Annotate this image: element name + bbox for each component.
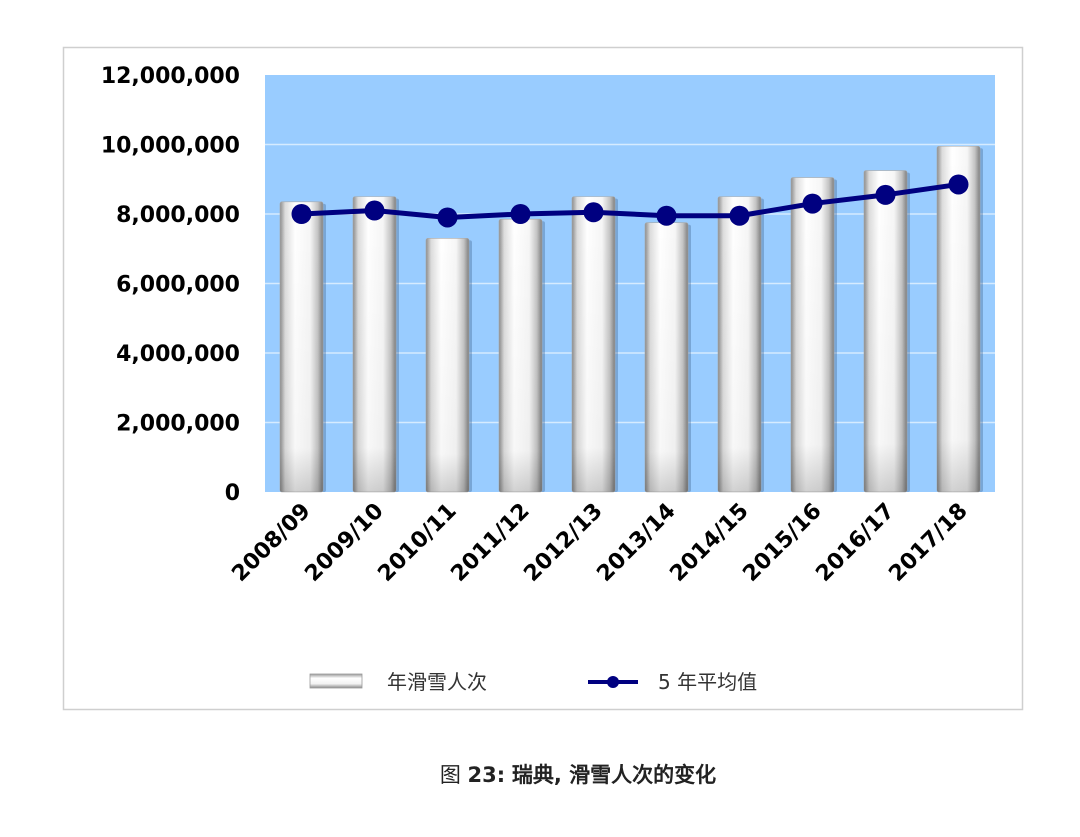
bar-shading-2016-17: [864, 170, 907, 492]
y-tick-label: 2,000,000: [116, 412, 240, 437]
bar-shading-2009-10: [353, 196, 396, 492]
average-point-2016-17: [875, 184, 896, 205]
legend-swatch-bar: [309, 673, 363, 689]
average-point-2014-15: [729, 205, 750, 226]
average-point-2017-18: [948, 174, 969, 195]
bar-shading-2008-09: [280, 201, 323, 492]
y-tick-label: 6,000,000: [116, 273, 240, 298]
bar-shading-2014-15: [718, 196, 761, 492]
caption-text: 瑞典, 滑雪人次的变化: [511, 763, 717, 787]
legend-marker-dot: [607, 676, 619, 688]
average-point-2013-14: [656, 205, 677, 226]
bar-shading-2012-13: [572, 196, 615, 492]
average-point-2011-12: [510, 204, 531, 224]
average-point-2015-16: [802, 193, 823, 214]
average-point-2012-13: [583, 202, 604, 223]
y-tick-label: 10,000,000: [101, 134, 240, 159]
legend-label-bar: 年滑雪人次: [387, 670, 487, 694]
y-axis-labels: 0 2,000,000 4,000,000 6,000,000 8,000,000 10,…: [101, 64, 240, 506]
bar-shading-2010-11: [426, 238, 469, 492]
y-tick-label: 8,000,000: [116, 203, 240, 228]
figure-caption: 图 23: 瑞典, 滑雪人次的变化: [378, 762, 778, 788]
average-line: [301, 181, 959, 220]
average-point-2009-10: [364, 200, 385, 221]
y-tick-label: 12,000,000: [101, 64, 240, 89]
line-series: [291, 174, 969, 228]
bar-shading-2017-18: [937, 146, 980, 493]
bar-shading-2011-12: [499, 219, 542, 492]
legend: 年滑雪人次 5 年平均值: [309, 670, 757, 694]
average-point-2010-11: [437, 207, 458, 228]
legend-label-line: 5 年平均值: [658, 670, 757, 694]
average-point-2008-09: [291, 204, 312, 224]
caption-number: 23:: [467, 763, 506, 787]
bar-series: [279, 145, 983, 493]
caption-label: 图: [439, 763, 461, 787]
bar-shading-2013-14: [645, 222, 688, 492]
bar-shading-2015-16: [791, 177, 834, 492]
y-tick-label: 4,000,000: [116, 342, 240, 367]
y-tick-label: 0: [225, 481, 240, 506]
